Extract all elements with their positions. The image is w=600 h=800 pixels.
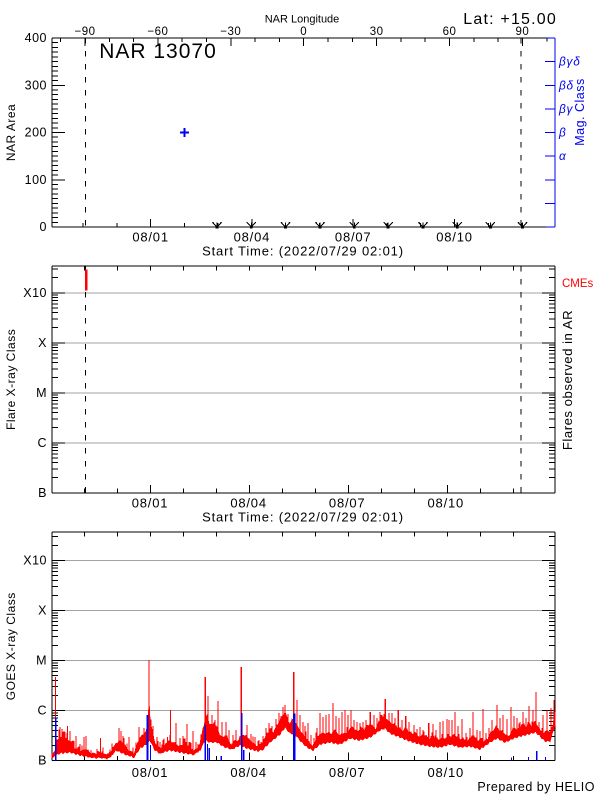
svg-text:400: 400 bbox=[25, 31, 47, 45]
svg-text:08/10: 08/10 bbox=[436, 230, 473, 245]
svg-text:X: X bbox=[38, 604, 47, 618]
svg-text:NAR Longitude: NAR Longitude bbox=[265, 14, 340, 26]
svg-text:100: 100 bbox=[25, 173, 47, 187]
svg-text:08/07: 08/07 bbox=[329, 496, 366, 511]
svg-text:60: 60 bbox=[443, 26, 457, 38]
svg-text:X10: X10 bbox=[23, 286, 47, 300]
svg-text:0: 0 bbox=[40, 220, 47, 234]
svg-text:α: α bbox=[559, 149, 567, 163]
svg-text:B: B bbox=[38, 486, 47, 500]
svg-text:90: 90 bbox=[516, 26, 530, 38]
svg-text:−60: −60 bbox=[147, 26, 168, 38]
svg-text:08/01: 08/01 bbox=[132, 765, 169, 780]
svg-text:B: B bbox=[38, 754, 47, 768]
svg-text:Lat: +15.00: Lat: +15.00 bbox=[463, 11, 557, 28]
svg-text:Flare X-ray Class: Flare X-ray Class bbox=[4, 329, 18, 430]
svg-text:βγ: βγ bbox=[558, 102, 574, 116]
svg-text:M: M bbox=[36, 654, 47, 668]
svg-text:0: 0 bbox=[300, 26, 307, 38]
svg-text:M: M bbox=[36, 386, 47, 400]
svg-text:200: 200 bbox=[25, 126, 47, 140]
svg-text:Flares observed in AR: Flares observed in AR bbox=[560, 310, 575, 450]
svg-text:Prepared by HELIO: Prepared by HELIO bbox=[477, 780, 595, 794]
svg-text:X10: X10 bbox=[23, 554, 47, 568]
svg-text:08/07: 08/07 bbox=[335, 230, 372, 245]
svg-text:β: β bbox=[558, 126, 567, 140]
svg-text:08/10: 08/10 bbox=[428, 765, 465, 780]
svg-text:βγδ: βγδ bbox=[558, 55, 581, 69]
svg-text:08/04: 08/04 bbox=[230, 496, 267, 511]
svg-text:30: 30 bbox=[370, 26, 384, 38]
svg-text:08/04: 08/04 bbox=[234, 230, 271, 245]
svg-text:08/10: 08/10 bbox=[428, 496, 465, 511]
svg-text:GOES X-ray Class: GOES X-ray Class bbox=[4, 592, 18, 700]
svg-text:08/04: 08/04 bbox=[230, 765, 267, 780]
svg-text:C: C bbox=[37, 436, 47, 450]
svg-text:−90: −90 bbox=[74, 26, 95, 38]
svg-text:08/07: 08/07 bbox=[329, 765, 366, 780]
svg-text:08/01: 08/01 bbox=[132, 230, 169, 245]
svg-text:X: X bbox=[38, 336, 47, 350]
svg-text:Start Time: (2022/07/29 02:01): Start Time: (2022/07/29 02:01) bbox=[202, 510, 404, 525]
svg-text:NAR 13070: NAR 13070 bbox=[99, 40, 217, 63]
svg-text:Start Time: (2022/07/29 02:01): Start Time: (2022/07/29 02:01) bbox=[202, 244, 404, 259]
svg-text:08/01: 08/01 bbox=[132, 496, 169, 511]
svg-text:CMEs: CMEs bbox=[562, 278, 594, 290]
svg-text:βδ: βδ bbox=[558, 78, 574, 92]
svg-text:−30: −30 bbox=[220, 26, 241, 38]
svg-text:C: C bbox=[37, 704, 47, 718]
svg-text:Mag. Class: Mag. Class bbox=[573, 78, 587, 146]
svg-text:NAR Area: NAR Area bbox=[4, 104, 18, 161]
svg-text:300: 300 bbox=[25, 78, 47, 92]
